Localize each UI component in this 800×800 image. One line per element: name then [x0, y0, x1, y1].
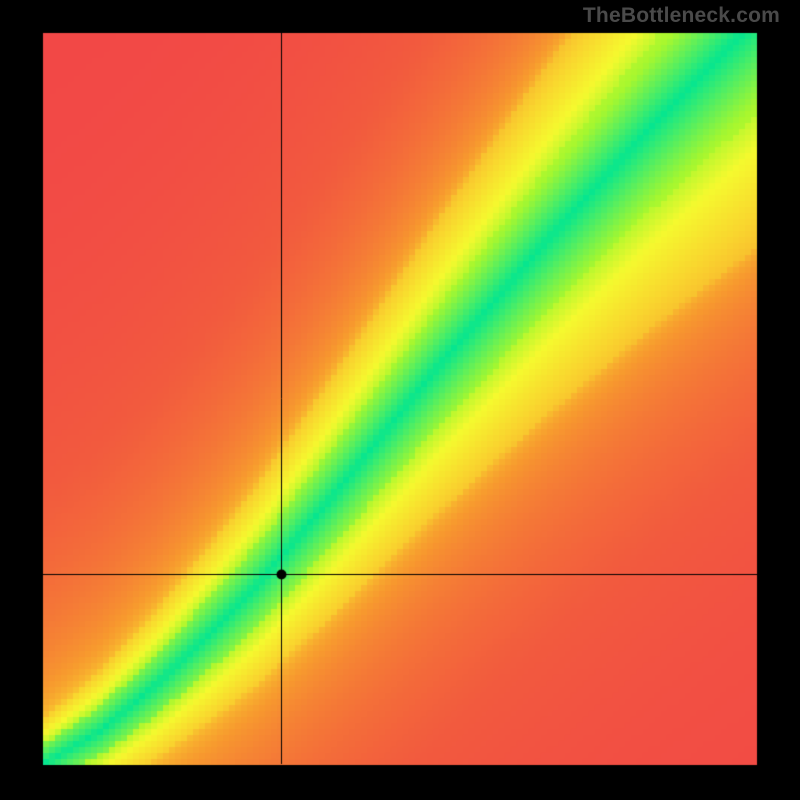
- watermark-label: TheBottleneck.com: [583, 4, 780, 28]
- bottleneck-heatmap-canvas: [0, 0, 800, 800]
- figure-root: TheBottleneck.com: [0, 0, 800, 800]
